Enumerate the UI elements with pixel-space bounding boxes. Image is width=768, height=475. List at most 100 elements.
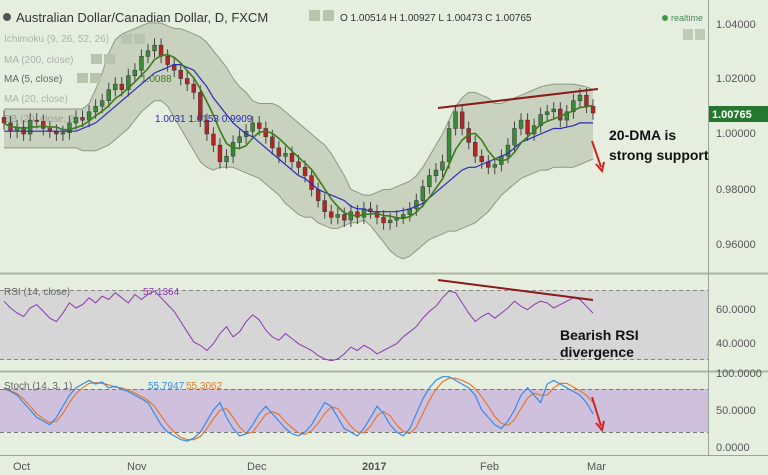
time-axis-labels: Oct Nov Dec 2017 Feb Mar [13,461,606,473]
stoch-band [0,389,708,432]
stoch-tick: 50.0000 [716,405,756,417]
candle-body [492,164,498,168]
ohlc-values: O 1.00514 H 1.00927 L 1.00473 C 1.00765 [340,13,532,24]
rsi-tick: 60.0000 [716,304,756,316]
down-arrow-icon [591,140,605,174]
candle-body [211,133,216,146]
candle-body [224,155,229,162]
stoch-label[interactable]: Stoch (14, 3, 1) [4,381,72,392]
x-tick: 2017 [362,461,386,473]
realtime-label: realtime [671,13,703,23]
bb-values: 1.0031 1.0153 0.9909 [155,114,253,125]
eye-icon[interactable] [121,34,132,44]
candle-body [270,136,275,149]
candle-body [93,106,98,113]
candle-body [446,128,452,163]
x-tick: Mar [587,461,606,473]
eye-icon[interactable] [77,73,88,83]
bollinger-bands [4,22,594,260]
candle-body [126,75,131,90]
candle-body [505,144,511,157]
rsi-label[interactable]: RSI (14, close) [4,287,70,298]
x-tick: Feb [480,461,499,473]
candle-body [21,126,26,135]
price-tick: 0.98000 [716,184,756,196]
candle-body [387,219,393,224]
candle-body [34,119,39,122]
settings-icon[interactable] [323,10,334,21]
stoch-k-line [3,376,594,442]
candle-body [558,108,563,121]
candle-body [289,153,295,162]
candle-body [145,50,151,57]
gear-icon[interactable] [134,34,145,44]
candle-body [152,44,157,52]
bb-label[interactable]: BB (20, close, 2) [4,114,78,125]
candle-body [459,111,465,129]
candle-body [296,161,301,168]
symbol-title[interactable]: Australian Dollar/Canadian Dollar, D, FX… [16,10,268,25]
candle-body [113,83,118,90]
gear-icon[interactable] [104,54,115,64]
candle-body [414,200,419,210]
ma5-label[interactable]: MA (5, close) [4,74,62,85]
candle-body [551,108,556,113]
candle-body [401,214,406,218]
rsi-annotation-line2: divergence [560,344,634,360]
eye-icon[interactable] [91,54,102,64]
candle-body [276,147,282,157]
candle-body [427,175,432,187]
x-tick: Nov [127,461,147,473]
candle-body [453,111,458,129]
candle-body [106,89,111,101]
candle-body [283,153,288,157]
candle-body [237,136,242,143]
bb-lower-line [4,100,594,260]
stoch-k-value: 55.7947 [148,381,185,392]
candle-body [178,69,183,79]
bb-fill [4,23,593,259]
candle-body [263,128,268,138]
candle-body [544,111,550,115]
ma5-line [3,53,594,220]
candle-body [198,92,203,121]
stoch-d-line [3,377,594,441]
candle-body [204,119,210,135]
last-price-tag [709,106,768,122]
ma20-label[interactable]: MA (20, close) [4,94,68,105]
candle-body [381,217,386,224]
candle-body [473,142,478,157]
drag-handle-icon[interactable] [3,13,11,21]
candle-body [250,122,255,132]
candle-body [420,186,426,201]
support-annotation-line2: strong support [609,147,709,163]
rsi-annotation-line1: Bearish RSI [560,327,639,343]
candle-body [230,142,236,157]
x-tick: Oct [13,461,30,473]
visibility-toggle-icon[interactable] [309,10,320,21]
menu-icon[interactable] [695,29,705,40]
price-axis-area [708,0,768,475]
candle-body [99,100,105,107]
stochastic-lines [3,376,594,442]
gear-icon[interactable] [90,73,101,83]
candle-body [119,83,125,90]
resistance-trendline[interactable] [437,88,599,109]
candle-body [302,167,308,176]
stoch-tick: 100.0000 [716,368,762,380]
candle-body [335,214,340,218]
maximize-icon[interactable] [683,29,693,40]
realtime-dot-icon [662,15,668,21]
support-annotation-line1: 20-DMA is [609,127,676,143]
candle-body [433,169,439,176]
candlesticks[interactable] [1,38,596,230]
ma200-label[interactable]: MA (200, close) [4,55,73,66]
candle-body [518,119,524,129]
rsi-divergence-trendline[interactable] [437,279,594,301]
ichimoku-label[interactable]: Ichimoku (9, 26, 52, 26) [4,34,109,45]
candle-body [342,214,347,221]
candle-body [257,122,262,129]
candle-body [158,44,164,57]
